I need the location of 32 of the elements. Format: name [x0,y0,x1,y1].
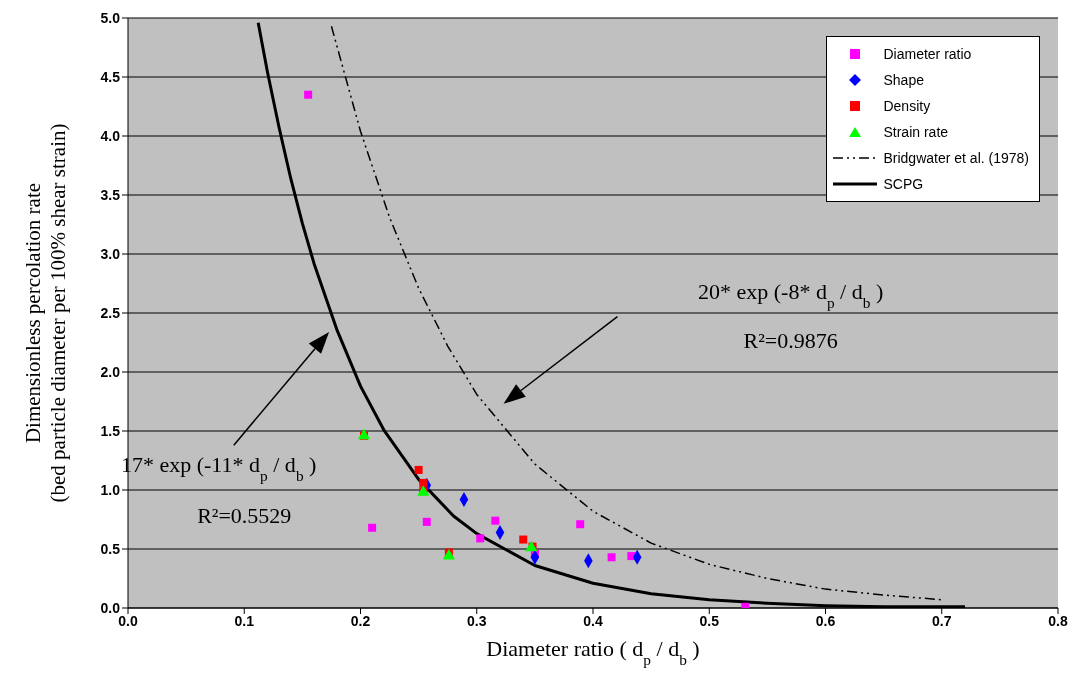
x-tick-label: 0.7 [932,612,952,629]
legend-label: Shape [883,71,924,90]
x-tick-label: 0.4 [583,612,603,629]
y-axis-title: Dimensionless percolation rate (bed particle diameter per 100% shear strain) [21,123,70,503]
y-tick-label: 0.5 [100,540,121,557]
y-tick-label: 3.0 [100,245,121,262]
x-tick-label: 0.6 [815,612,836,629]
x-tick-label: 0.0 [118,612,138,629]
x-tick-label: 0.5 [699,612,720,629]
y-tick-label: 5.0 [100,9,121,26]
y-tick-label: 4.0 [100,127,121,144]
x-tick-label: 0.2 [350,612,371,629]
legend-label: Bridgwater et al. (1978) [883,149,1029,168]
x-tick-label: 0.3 [467,612,487,629]
x-tick-label: 0.1 [234,612,255,629]
legend-label: Strain rate [883,123,949,142]
legend-label: Diameter ratio [883,45,972,64]
legend-label: Density [883,97,931,116]
y-tick-label: 4.5 [100,68,121,85]
y-tick-label: 2.0 [100,363,121,380]
annotation: R²=0.5529 [197,503,292,529]
y-tick-label: 2.5 [100,304,121,321]
y-tick-label: 1.0 [100,481,121,498]
x-axis-title: Diameter ratio ( d$_{p}$ / d$_{b}$ ) [486,636,700,668]
annotation: 20* exp (-8* d$_{p}$ / d$_{b}$ ) [697,278,884,311]
y-tick-label: 1.5 [100,422,121,439]
x-tick-label: 0.8 [1048,612,1068,629]
y-tick-label: 0.0 [100,599,121,616]
legend-label: SCPG [883,175,924,194]
y-tick-label: 3.5 [100,186,121,203]
annotation: R²=0.9876 [743,328,838,354]
annotation: 17* exp (-11* d$_{p}$ / d$_{b}$ ) [120,452,317,484]
